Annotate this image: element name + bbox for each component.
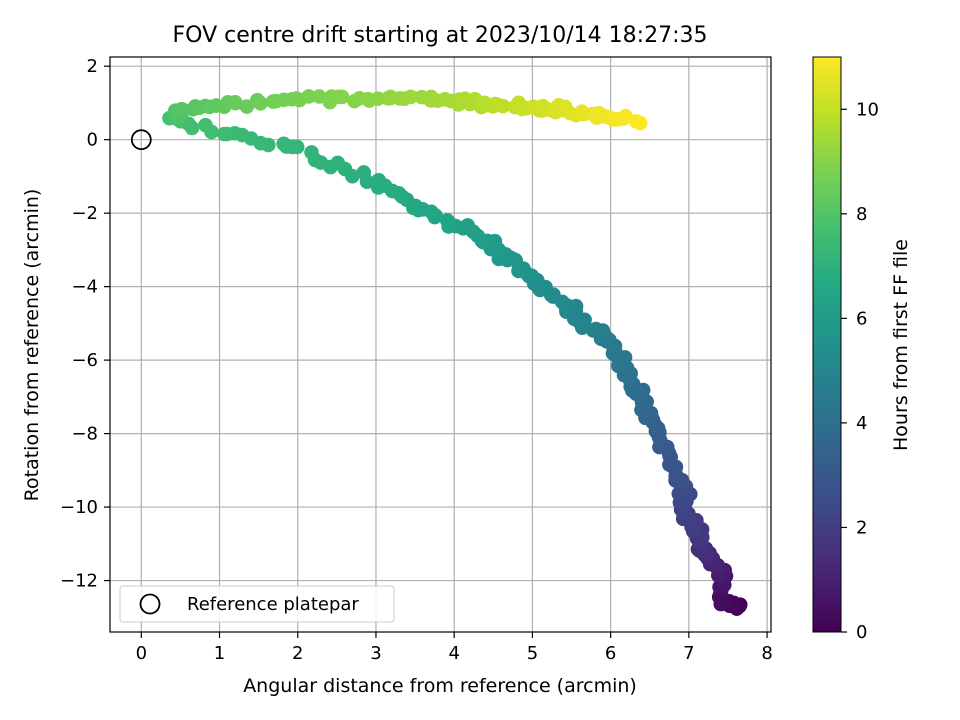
legend: Reference platepar: [119, 585, 395, 623]
colorbar: 0 2 4 6 8 10 Hours from first FF file: [812, 56, 912, 643]
x-axis-ticks: 0 1 2 3 4 5 6 7 8: [136, 632, 773, 664]
x-axis-label: Angular distance from reference (arcmin): [243, 675, 637, 697]
y-tick-label: −10: [60, 497, 98, 518]
colorbar-tick-label: 4: [856, 413, 867, 434]
drift-point: [304, 145, 319, 160]
drift-point: [460, 218, 475, 233]
legend-marker: [139, 593, 161, 615]
drift-points: [162, 89, 748, 616]
colorbar-ticks: 0 2 4 6 8 10: [841, 99, 879, 643]
drift-point: [616, 111, 631, 126]
x-tick-label: 0: [136, 643, 147, 664]
y-tick-label: −6: [71, 350, 98, 371]
y-tick-label: 2: [87, 56, 98, 77]
drift-point: [311, 89, 327, 104]
x-tick-label: 8: [761, 643, 772, 664]
y-axis-ticks: 2 0 −2 −4 −6 −8 −10 −12: [60, 56, 110, 592]
colorbar-fill: [812, 56, 842, 633]
drift-point: [370, 180, 386, 195]
drift-point: [334, 89, 350, 105]
drift-point: [585, 323, 601, 338]
drift-point: [198, 117, 213, 133]
drift-point: [441, 219, 456, 234]
drift-point: [356, 165, 372, 180]
drift-point: [403, 89, 419, 105]
x-tick-label: 5: [527, 643, 538, 664]
colorbar-tick-label: 6: [856, 308, 867, 329]
x-tick-label: 1: [214, 643, 225, 664]
x-tick-label: 6: [605, 643, 616, 664]
y-tick-label: 0: [87, 130, 98, 151]
drift-point: [253, 95, 268, 111]
legend-box: [119, 585, 395, 623]
plot-frame: [109, 56, 772, 633]
colorbar-tick-label: 0: [856, 622, 867, 643]
colorbar-tick-label: 2: [856, 517, 867, 538]
drift-point: [632, 115, 648, 131]
y-axis-label: Rotation from reference (arcmin): [21, 189, 43, 502]
colorbar-tick-label: 10: [856, 99, 879, 120]
y-tick-label: −2: [71, 203, 98, 224]
x-tick-label: 7: [683, 643, 694, 664]
drift-point: [216, 126, 232, 142]
x-tick-label: 3: [370, 643, 381, 664]
drift-point: [495, 98, 511, 114]
x-tick-label: 4: [448, 643, 459, 664]
drift-point: [239, 99, 255, 114]
colorbar-label: Hours from first FF file: [890, 239, 912, 451]
drift-point: [228, 95, 243, 111]
legend-entry: Reference platepar: [187, 594, 359, 615]
y-tick-label: −4: [71, 277, 98, 298]
grid-lines: [110, 57, 771, 632]
colorbar-tick-label: 8: [856, 204, 867, 225]
y-tick-label: −12: [60, 571, 98, 592]
chart-title: FOV centre drift starting at 2023/10/14 …: [173, 23, 708, 48]
drift-point: [276, 136, 291, 152]
drift-point: [174, 102, 190, 117]
x-tick-label: 2: [292, 643, 303, 664]
y-tick-label: −8: [71, 424, 98, 445]
reference-marker: [130, 129, 152, 151]
drift-point: [301, 89, 316, 104]
